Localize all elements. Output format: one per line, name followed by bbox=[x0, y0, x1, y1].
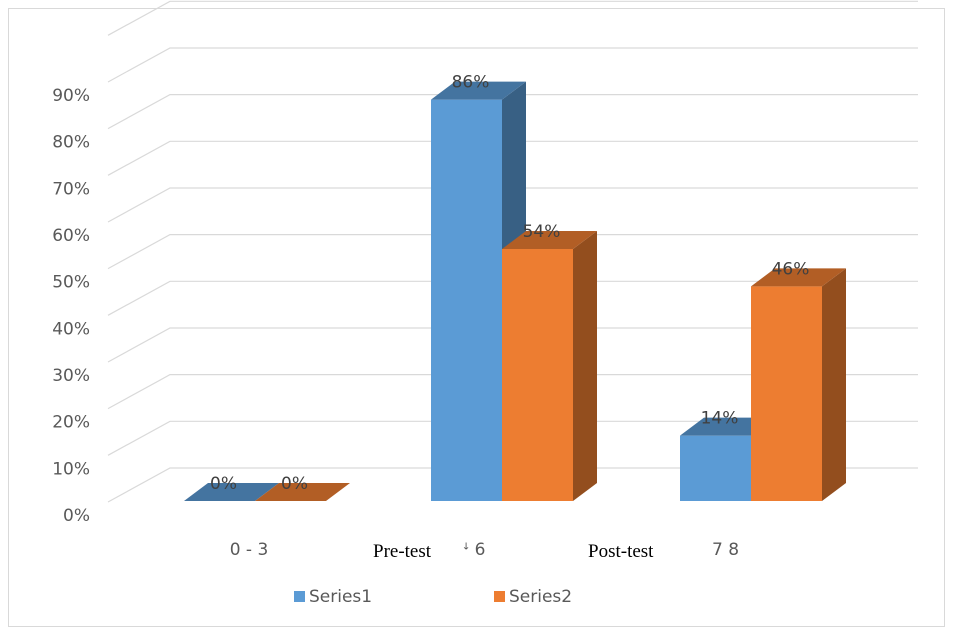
gridline bbox=[107, 420, 918, 456]
bar-front bbox=[502, 248, 573, 501]
bar-series2-0 bbox=[255, 483, 350, 501]
y-tick-label: 90% bbox=[52, 86, 90, 106]
gridlines bbox=[107, 0, 918, 503]
gridline bbox=[107, 327, 918, 363]
gridline bbox=[107, 140, 918, 176]
bar-front bbox=[431, 99, 502, 501]
bar-series2-1 bbox=[502, 230, 597, 501]
data-labels: 0% 0% 86% 54% 14% 46% bbox=[210, 73, 809, 494]
x-tick-label: 0 - 3 bbox=[230, 540, 269, 560]
x-axis: 0 - 3 Pre-test ꜜ 6 Post-test 7 8 bbox=[230, 540, 739, 562]
chart-frame bbox=[8, 8, 945, 627]
gridline bbox=[107, 47, 918, 83]
y-tick-label: 60% bbox=[52, 226, 90, 246]
data-label: 0% bbox=[281, 474, 308, 494]
bar-side bbox=[573, 230, 597, 501]
gridline bbox=[107, 374, 918, 410]
bar-series1-0 bbox=[184, 483, 279, 501]
legend-swatch bbox=[294, 591, 305, 602]
bar-front bbox=[680, 435, 751, 501]
y-tick-label: 50% bbox=[52, 273, 90, 293]
x-tick-label: ꜜ 6 bbox=[463, 540, 486, 560]
y-axis: 0% 10% 20% 30% 40% 50% 60% 70% 80% 90% bbox=[52, 86, 90, 526]
y-tick-label: 40% bbox=[52, 319, 90, 339]
legend: Series1 Series2 bbox=[294, 587, 572, 607]
legend-swatch bbox=[494, 591, 505, 602]
y-tick-label: 70% bbox=[52, 179, 90, 199]
data-label: 54% bbox=[523, 222, 561, 242]
bar-top bbox=[184, 483, 279, 501]
gridline bbox=[107, 467, 918, 503]
bar-top bbox=[255, 483, 350, 501]
data-label: 14% bbox=[701, 409, 739, 429]
data-label: 46% bbox=[772, 259, 810, 279]
y-tick-label: 80% bbox=[52, 133, 90, 153]
gridline bbox=[107, 94, 918, 130]
x-tick-label: 7 8 bbox=[712, 540, 739, 560]
y-tick-label: 20% bbox=[52, 413, 90, 433]
y-tick-label: 30% bbox=[52, 366, 90, 386]
data-label: 86% bbox=[452, 73, 490, 93]
bar-top bbox=[431, 81, 526, 100]
gridline bbox=[107, 234, 918, 270]
x-tick-label-prefix: Post-test bbox=[588, 541, 654, 562]
bar-top bbox=[502, 230, 597, 249]
bar-series2-2 bbox=[751, 268, 846, 501]
bar-front bbox=[751, 286, 822, 501]
legend-label: Series1 bbox=[309, 587, 372, 607]
y-tick-label: 10% bbox=[52, 459, 90, 479]
legend-label: Series2 bbox=[509, 587, 572, 607]
data-label: 0% bbox=[210, 474, 237, 494]
bar-side bbox=[822, 268, 846, 501]
gridline bbox=[107, 280, 918, 316]
gridline bbox=[107, 187, 918, 223]
x-tick-label-prefix: Pre-test bbox=[373, 541, 432, 562]
gridline bbox=[107, 0, 918, 36]
bars bbox=[184, 81, 846, 501]
y-tick-label: 0% bbox=[63, 506, 90, 526]
bar-top bbox=[751, 268, 846, 287]
